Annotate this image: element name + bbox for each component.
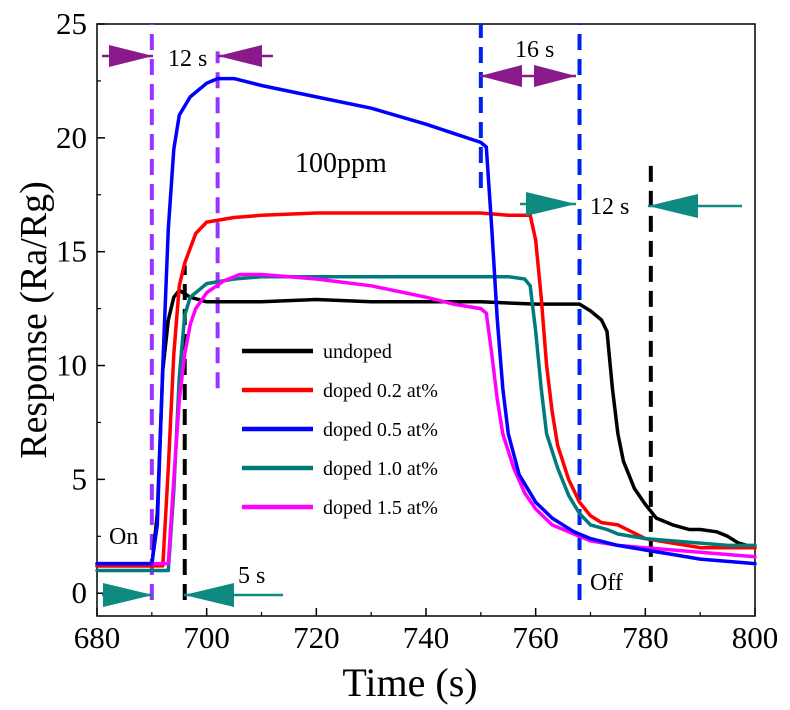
- x-tick-label: 680: [74, 620, 121, 655]
- series-line-doped-1-0-at-: [95, 274, 757, 573]
- legend-label: doped 0.2 at%: [323, 380, 438, 402]
- series-line-doped-0-5-at-: [95, 76, 757, 566]
- y-tick-label: 25: [56, 6, 87, 41]
- y-axis-title: Response (Ra/Rg): [13, 181, 55, 459]
- legend-label: doped 1.5 at%: [323, 497, 438, 519]
- x-tick-label: 800: [732, 620, 779, 655]
- x-tick-label: 720: [293, 620, 340, 655]
- x-axis-ticks: 680 700 720 740 760 780 800: [74, 608, 779, 655]
- arrow-head: [109, 45, 153, 67]
- annotation-16s: 16 s: [515, 37, 554, 63]
- legend-label: doped 0.5 at%: [323, 419, 438, 441]
- annotation-on: On: [109, 524, 138, 550]
- plot-frame: [96, 23, 756, 617]
- annotation-5s: 5 s: [238, 563, 265, 589]
- x-tick-label: 700: [183, 620, 230, 655]
- arrow-head: [534, 65, 576, 87]
- x-axis-title: Time (s): [342, 660, 477, 705]
- arrow-head: [526, 192, 576, 216]
- y-tick-label: 15: [56, 234, 87, 269]
- x-tick-label: 780: [622, 620, 669, 655]
- y-tick-label: 5: [72, 461, 88, 496]
- data-series: [95, 76, 757, 573]
- legend: undoped doped 0.2 at% doped 0.5 at% doped 1…: [242, 341, 438, 519]
- arrow-head: [480, 65, 522, 87]
- arrow-head: [103, 583, 153, 607]
- annotation-off: Off: [590, 570, 623, 596]
- annotation-12s-right: 12 s: [590, 194, 629, 220]
- arrow-head: [218, 45, 262, 67]
- y-tick-label: 0: [72, 575, 88, 610]
- y-axis-ticks: 0 5 10 15 20 25: [56, 6, 105, 610]
- x-tick-label: 760: [512, 620, 559, 655]
- annotation-12s-top: 12 s: [168, 46, 207, 72]
- arrow-head: [184, 583, 234, 607]
- y-tick-label: 20: [56, 120, 87, 155]
- series-line-undoped: [95, 288, 757, 568]
- legend-label: undoped: [323, 341, 392, 363]
- interval-arrows: [102, 45, 742, 607]
- annotation-100ppm: 100ppm: [295, 148, 387, 179]
- legend-label: doped 1.0 at%: [323, 458, 438, 480]
- x-tick-label: 740: [403, 620, 450, 655]
- y-tick-label: 10: [56, 348, 87, 383]
- series-line-doped-0-2-at-: [95, 211, 757, 568]
- arrow-head: [648, 194, 698, 218]
